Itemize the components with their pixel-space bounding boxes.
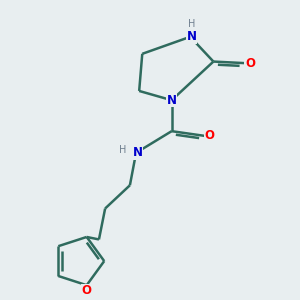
Text: O: O [245, 57, 255, 70]
Text: N: N [167, 94, 177, 107]
Text: N: N [167, 94, 177, 107]
Text: O: O [205, 129, 215, 142]
Text: N: N [187, 30, 197, 43]
Text: O: O [82, 284, 92, 297]
Text: H: H [188, 19, 196, 29]
Text: N: N [187, 30, 197, 43]
Text: H: H [119, 145, 127, 155]
Text: H: H [188, 19, 196, 29]
Text: O: O [82, 284, 92, 297]
Text: N: N [133, 146, 142, 159]
Text: N: N [133, 146, 142, 159]
Text: H: H [119, 145, 127, 155]
Text: O: O [245, 57, 255, 70]
Text: O: O [205, 129, 215, 142]
